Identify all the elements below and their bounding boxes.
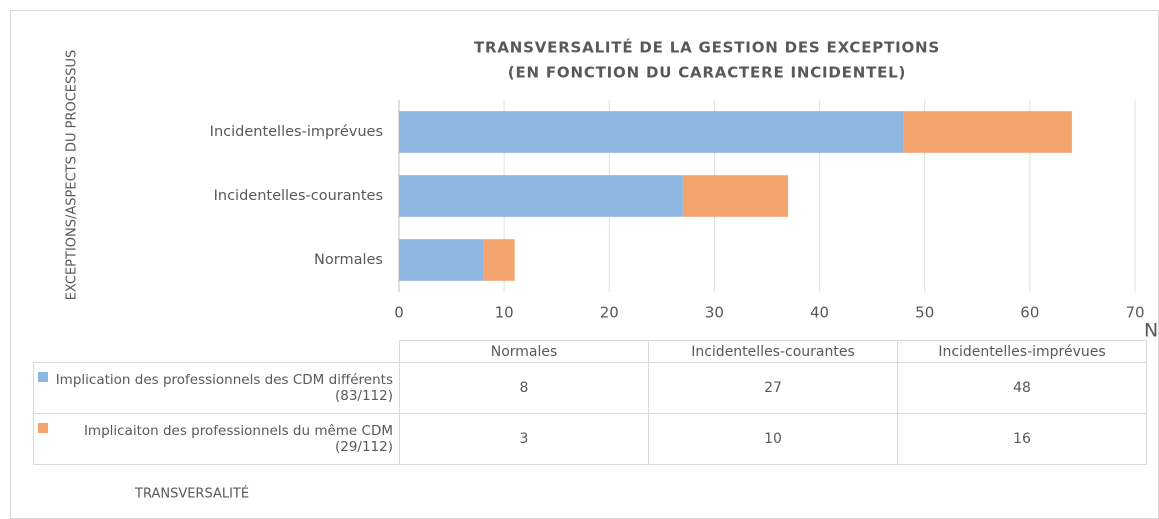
table-value: 10 (648, 413, 898, 465)
legend-label: Implication des professionnels des CDM d… (55, 372, 393, 404)
legend-label: Implicaiton des professionnels du même C… (83, 423, 393, 455)
table-value: 16 (897, 413, 1147, 465)
legend-cell: Implicaiton des professionnels du même C… (33, 413, 400, 465)
table-header: Incidentelles-courantes (648, 340, 898, 363)
x-tick-label: 70 (1125, 304, 1144, 322)
x-tick-label: 50 (915, 304, 934, 322)
x-tick-label: 40 (810, 304, 829, 322)
x-axis-label: TRANSVERSALITÉ (134, 486, 249, 502)
y-tick-label: Incidentelles-imprévues (210, 124, 383, 140)
bar (399, 111, 904, 153)
bar (399, 175, 683, 217)
bar (399, 239, 484, 281)
y-tick-label: Normales (314, 252, 383, 268)
chart-subtitle: (EN FONCTION DU CARACTERE INCIDENTEL) (508, 64, 906, 82)
y-tick-label: Incidentelles-courantes (214, 188, 383, 204)
x-tick-label: 60 (1020, 304, 1039, 322)
chart-title: TRANSVERSALITÉ DE LA GESTION DES EXCEPTI… (474, 38, 940, 57)
x-tick-label: 0 (394, 304, 404, 322)
table-value: 8 (399, 362, 649, 414)
y-axis-label: EXCEPTIONS/ASPECTS DU PROCESSUS (65, 50, 80, 301)
annotation: N (1144, 320, 1158, 342)
bar (903, 111, 1072, 153)
table-value: 27 (648, 362, 898, 414)
table-value: 48 (897, 362, 1147, 414)
bar (483, 239, 515, 281)
table-header: Incidentelles-imprévues (897, 340, 1147, 363)
legend-cell: Implication des professionnels des CDM d… (33, 362, 400, 414)
table-value: 3 (399, 413, 649, 465)
x-tick-label: 10 (495, 304, 514, 322)
bar (682, 175, 789, 217)
x-tick-label: 20 (600, 304, 619, 322)
legend-swatch (38, 372, 48, 382)
table-header: Normales (399, 340, 649, 363)
x-tick-label: 30 (705, 304, 724, 322)
legend-swatch (38, 423, 48, 433)
